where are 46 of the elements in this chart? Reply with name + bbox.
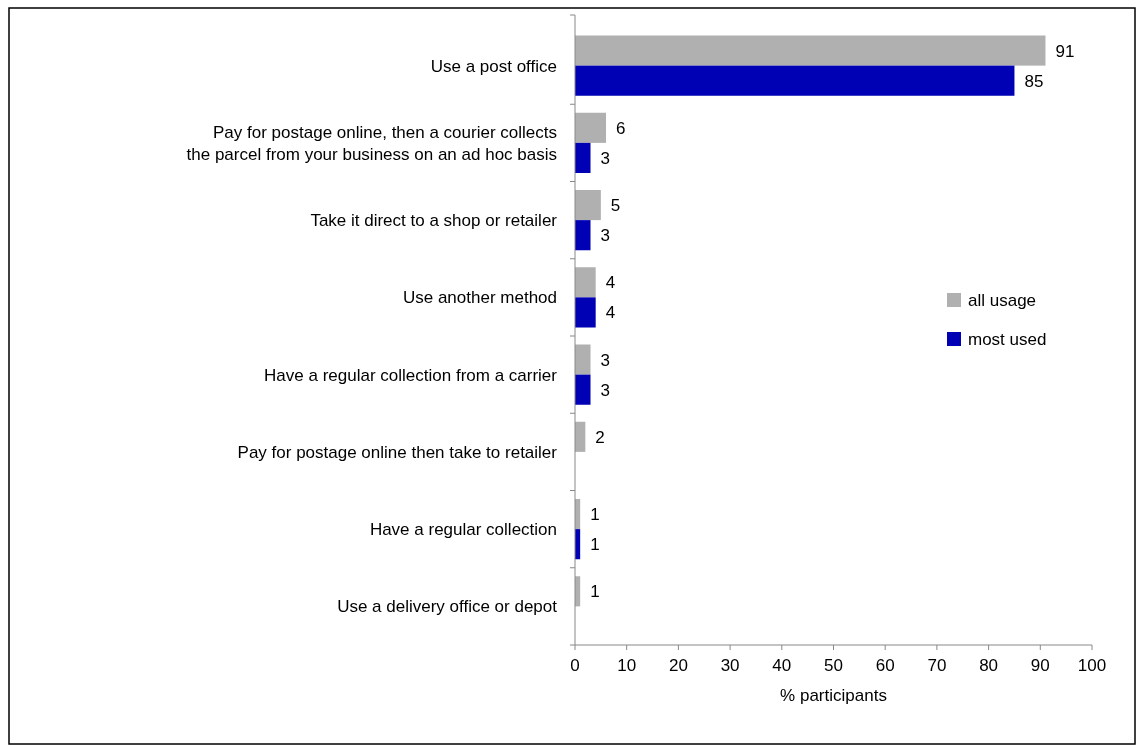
data-label: 5	[610, 196, 621, 216]
x-tick-label: 100	[1077, 656, 1107, 675]
data-label: 4	[605, 303, 616, 323]
y-tick-label: Use another method	[402, 288, 557, 308]
bar	[575, 190, 601, 221]
bar	[575, 65, 1015, 96]
data-label: 85	[1024, 71, 1044, 91]
data-label: 3	[600, 226, 610, 246]
y-tick-label: Have a regular collection	[369, 520, 557, 540]
bar	[575, 267, 596, 298]
bar	[575, 35, 1046, 66]
x-tick-label: 70	[927, 656, 947, 675]
y-tick-label: Pay for postage online, then a courier collects the parcel from your business on an ad hoc basis	[186, 122, 557, 164]
bar	[575, 142, 591, 173]
bar	[575, 344, 591, 375]
y-tick-label: Use a post office	[430, 56, 557, 76]
x-axis-title: % participants	[780, 686, 887, 705]
bar	[575, 112, 607, 143]
data-label: 1	[590, 582, 600, 602]
data-label: 1	[590, 535, 600, 555]
x-tick-label: 10	[617, 656, 637, 675]
x-tick-label: 60	[875, 656, 895, 675]
x-tick-label: 80	[979, 656, 999, 675]
x-tick-label: 40	[772, 656, 792, 675]
x-tick-label: 50	[824, 656, 843, 675]
x-tick-label: 20	[668, 656, 688, 675]
legend-label: all usage	[968, 290, 1037, 310]
bar	[575, 297, 596, 328]
x-tick-label: 30	[720, 656, 740, 675]
bar	[575, 374, 591, 405]
bar	[575, 220, 591, 251]
x-tick-label: 0	[570, 656, 580, 675]
data-label: 91	[1055, 41, 1075, 61]
y-tick-label: Use a delivery office or depot	[337, 597, 558, 617]
data-label: 3	[600, 380, 610, 400]
y-tick-label: Pay for postage online then take to retailer	[237, 442, 558, 462]
y-tick-label: Have a regular collection from a carrier	[264, 365, 558, 385]
x-tick-label: 90	[1030, 656, 1050, 675]
data-label: 1	[590, 505, 600, 525]
data-label: 2	[595, 427, 605, 447]
data-label: 4	[605, 273, 616, 293]
data-label: 6	[616, 118, 626, 138]
data-label: 3	[600, 148, 610, 168]
data-label: 3	[600, 350, 610, 370]
legend-label: most used	[968, 329, 1047, 349]
y-tick-label: Take it direct to a shop or retailer	[310, 211, 558, 231]
